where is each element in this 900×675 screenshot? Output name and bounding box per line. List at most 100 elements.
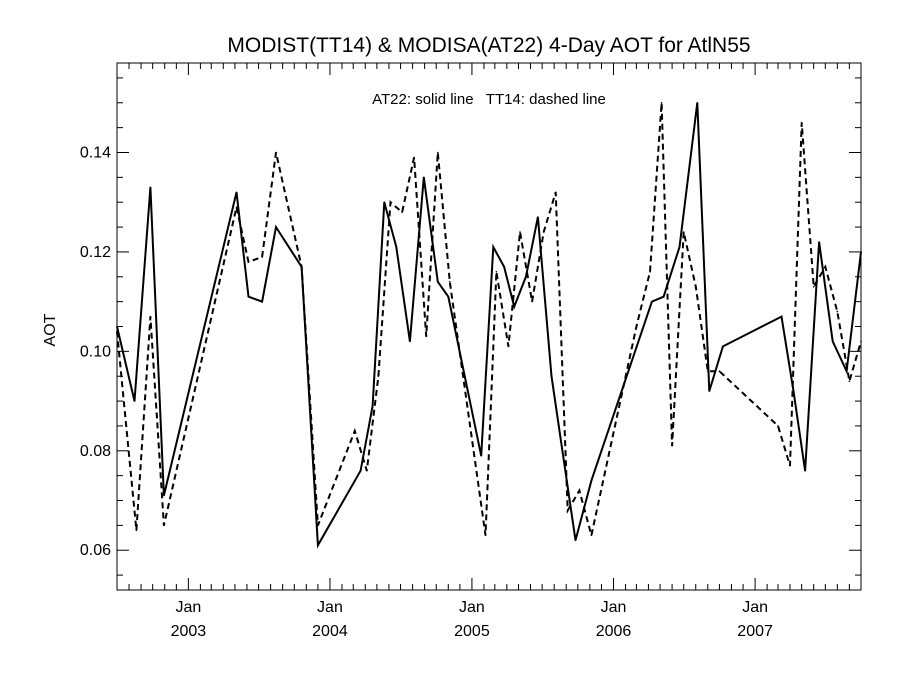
data-point-at22: [804, 469, 806, 472]
data-point-at22: [708, 390, 711, 392]
data-point-tt14: [800, 121, 803, 124]
data-point-tt14: [590, 534, 593, 537]
data-point-at22: [525, 276, 527, 278]
data-point-at22: [513, 305, 515, 308]
data-point-tt14: [635, 325, 638, 328]
data-point-tt14: [366, 469, 368, 472]
data-point-at22: [409, 340, 411, 343]
data-point-tt14: [377, 375, 380, 378]
y-tick-label: 0.14: [80, 144, 111, 161]
data-point-tt14: [317, 524, 319, 527]
data-point-at22: [261, 300, 263, 303]
data-point-at22: [537, 216, 539, 218]
data-point-tt14: [531, 300, 533, 303]
data-point-tt14: [116, 330, 118, 333]
data-point-tt14: [519, 231, 521, 233]
data-point-at22: [149, 186, 152, 189]
x-tick-label-year: 2007: [737, 623, 773, 640]
data-point-at22: [503, 266, 505, 268]
data-point-tt14: [300, 266, 303, 268]
data-point-tt14: [275, 151, 277, 154]
data-point-at22: [371, 405, 374, 407]
data-point-at22: [437, 281, 439, 283]
y-tick-label: 0.12: [80, 244, 111, 261]
data-point-tt14: [401, 211, 403, 213]
data-point-tt14: [649, 271, 651, 273]
data-point-tt14: [542, 231, 545, 233]
data-point-at22: [275, 226, 277, 228]
data-point-tt14: [718, 370, 721, 373]
data-point-tt14: [149, 315, 152, 318]
data-point-tt14: [163, 524, 165, 527]
data-point-tt14: [824, 266, 827, 268]
x-tick-label-year: 2003: [171, 623, 207, 640]
x-tick-label-month: Jan: [601, 599, 627, 616]
data-point-at22: [235, 191, 238, 194]
ticks-layer: 0.06 0.08 0.10 0.12 0.14 Jan 2003 Jan 2004 Jan 200…: [80, 63, 862, 640]
data-point-tt14: [777, 425, 779, 427]
data-point-at22: [722, 345, 724, 348]
data-point-tt14: [354, 430, 356, 432]
data-point-at22: [550, 375, 553, 378]
data-point-at22: [423, 176, 425, 179]
data-point-at22: [359, 469, 362, 472]
data-point-tt14: [261, 256, 263, 258]
chart-title: MODIST(TT14) & MODISA(AT22) 4-Day AOT fo…: [227, 34, 750, 57]
data-point-at22: [696, 102, 699, 104]
y-axis-label: AOT: [42, 313, 59, 346]
legend-annotation: AT22: solid line TT14: dashed line: [372, 91, 606, 108]
data-point-at22: [116, 325, 118, 328]
data-point-at22: [780, 315, 783, 318]
data-point-at22: [678, 246, 681, 248]
x-tick-label-month: Jan: [317, 599, 343, 616]
series-line-tt14: [116, 102, 862, 536]
x-tick-label-month: Jan: [742, 599, 768, 616]
data-point-tt14: [247, 261, 250, 263]
data-point-tt14: [495, 271, 498, 273]
data-point-at22: [447, 295, 450, 298]
data-point-at22: [590, 479, 593, 482]
data-point-tt14: [707, 370, 709, 373]
data-point-at22: [492, 246, 495, 248]
data-point-tt14: [484, 534, 487, 537]
data-point-tt14: [789, 464, 791, 467]
x-tick-label-year: 2004: [312, 623, 348, 640]
data-point-at22: [662, 295, 665, 298]
data-point-tt14: [507, 345, 510, 348]
data-point-tt14: [660, 102, 663, 104]
data-point-tt14: [695, 285, 697, 288]
data-point-at22: [845, 370, 848, 373]
series-layer: [116, 102, 862, 549]
data-point-at22: [480, 455, 483, 457]
data-point-at22: [133, 400, 136, 402]
data-point-tt14: [235, 206, 238, 208]
data-point-at22: [395, 246, 398, 248]
data-point-tt14: [860, 340, 862, 343]
data-point-tt14: [848, 380, 851, 383]
data-point-tt14: [578, 489, 581, 492]
x-tick-label-year: 2006: [596, 623, 632, 640]
data-point-tt14: [135, 529, 138, 532]
data-point-tt14: [671, 445, 673, 447]
y-tick-label: 0.06: [80, 542, 111, 559]
data-point-at22: [383, 201, 386, 203]
data-point-tt14: [566, 509, 569, 512]
data-point-tt14: [389, 201, 392, 203]
data-point-tt14: [812, 285, 815, 288]
data-point-tt14: [449, 281, 451, 283]
data-point-tt14: [682, 231, 685, 233]
series-line-at22: [116, 102, 862, 549]
x-tick-label-year: 2005: [454, 623, 490, 640]
data-point-tt14: [425, 335, 428, 338]
data-point-at22: [831, 340, 834, 343]
data-point-at22: [651, 300, 653, 303]
data-point-at22: [317, 544, 319, 547]
data-point-tt14: [836, 310, 839, 313]
data-point-tt14: [554, 191, 557, 194]
data-point-tt14: [413, 156, 415, 159]
data-point-at22: [163, 494, 165, 497]
data-point-at22: [860, 251, 862, 253]
data-point-at22: [247, 295, 250, 298]
x-tick-label-month: Jan: [175, 599, 201, 616]
